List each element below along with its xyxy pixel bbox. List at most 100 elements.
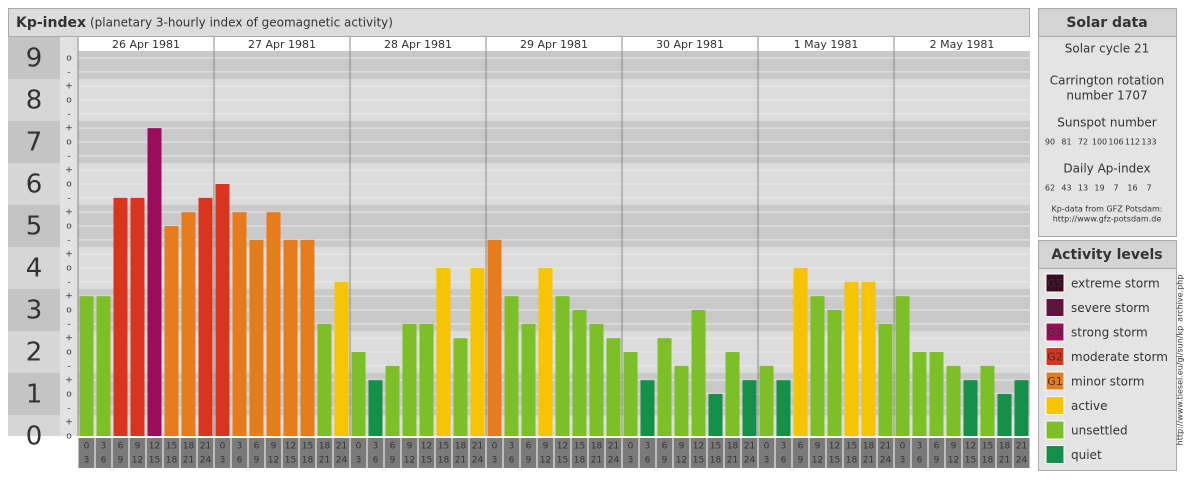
- y-tick-label: 0: [26, 422, 43, 452]
- x-tick-label: 0: [628, 442, 634, 452]
- x-tick-label: 24: [608, 456, 620, 466]
- x-tick-label: 9: [815, 442, 821, 452]
- x-tick-label: 18: [846, 456, 858, 466]
- bar: [691, 310, 706, 436]
- date-label: 29 Apr 1981: [520, 38, 588, 51]
- y-tick-label: 1: [26, 380, 43, 410]
- bar: [419, 323, 434, 436]
- bar: [963, 380, 978, 436]
- x-tick-label: 21: [1016, 442, 1027, 452]
- x-cell: [503, 438, 520, 468]
- x-cell: [214, 438, 231, 468]
- legend-label: active: [1071, 399, 1107, 413]
- y-label-cell: [8, 79, 60, 121]
- legend-badge: G5: [1047, 277, 1063, 290]
- ap-number: 7: [1146, 184, 1151, 193]
- bar: [606, 338, 621, 436]
- x-tick-label: 15: [438, 442, 449, 452]
- bar: [249, 239, 264, 436]
- x-tick-label: 18: [166, 456, 178, 466]
- watermark: http://www.tiesei.eu/gl/sun/kp_archive.p…: [1176, 275, 1184, 446]
- x-cell: [316, 438, 333, 468]
- minor-tick-label: +: [65, 82, 73, 92]
- x-tick-label: 3: [220, 456, 226, 466]
- bar: [844, 281, 859, 436]
- x-tick-label: 9: [951, 442, 957, 452]
- x-tick-label: 24: [472, 456, 484, 466]
- x-tick-label: 9: [934, 456, 940, 466]
- x-cell: [605, 438, 622, 468]
- x-tick-label: 6: [373, 456, 379, 466]
- solar-header: [1038, 8, 1177, 37]
- x-tick-label: 9: [390, 456, 396, 466]
- x-tick-label: 6: [254, 442, 260, 452]
- legend-label: unsettled: [1071, 424, 1128, 438]
- ap-number: 16: [1127, 184, 1137, 193]
- x-tick-label: 3: [628, 456, 634, 466]
- x-tick-label: 9: [118, 456, 124, 466]
- x-cell: [809, 438, 826, 468]
- x-tick-label: 12: [812, 456, 823, 466]
- minor-tick-label: -: [67, 319, 70, 329]
- bar: [555, 296, 570, 436]
- x-tick-label: 12: [285, 442, 296, 452]
- minor-tick-label: +: [65, 418, 73, 428]
- bar: [198, 197, 213, 436]
- sunspot-number: 81: [1061, 138, 1071, 147]
- x-tick-label: 21: [455, 456, 466, 466]
- x-tick-label: 15: [302, 442, 313, 452]
- x-tick-label: 9: [135, 442, 141, 452]
- x-tick-label: 18: [710, 456, 722, 466]
- date-cell: [894, 37, 1030, 51]
- x-cell: [911, 438, 928, 468]
- bar: [708, 394, 723, 436]
- legend-label: minor storm: [1071, 375, 1144, 389]
- x-cell: [112, 438, 129, 468]
- minor-tick-label: -: [67, 151, 70, 161]
- x-tick-label: 9: [254, 456, 260, 466]
- sunspot-number: 72: [1078, 138, 1088, 147]
- minor-tick-label: o: [66, 180, 72, 190]
- x-cell: [707, 438, 724, 468]
- bar: [283, 239, 298, 436]
- bar: [742, 380, 757, 436]
- legend-label: strong storm: [1071, 326, 1148, 340]
- x-tick-label: 18: [574, 456, 586, 466]
- x-cell: [979, 438, 996, 468]
- bar: [1014, 380, 1029, 436]
- y-tick-label: 7: [26, 128, 43, 158]
- x-cell: [180, 438, 197, 468]
- minor-column: [60, 37, 78, 436]
- y-label-cell: [8, 37, 60, 79]
- bar: [351, 352, 366, 436]
- x-tick-label: 3: [645, 442, 651, 452]
- x-cell: [928, 438, 945, 468]
- bar: [674, 365, 689, 436]
- x-cell: [231, 438, 248, 468]
- legend-swatch: [1045, 396, 1065, 415]
- minor-tick-label: -: [67, 193, 70, 203]
- x-tick-label: 21: [319, 456, 330, 466]
- x-cell: [367, 438, 384, 468]
- x-cell: [639, 438, 656, 468]
- x-tick-label: 24: [744, 456, 756, 466]
- y-tick-label: 8: [26, 86, 43, 116]
- source: Kp-data from GFZ Potsdam:: [1052, 205, 1163, 214]
- legend-swatch: [1045, 347, 1065, 366]
- x-cell: [724, 438, 741, 468]
- minor-tick-label: -: [67, 277, 70, 287]
- x-cell: [1013, 438, 1030, 468]
- x-cell: [401, 438, 418, 468]
- x-tick-label: 21: [336, 442, 347, 452]
- x-tick-label: 6: [509, 456, 515, 466]
- legend-swatch: [1045, 298, 1065, 317]
- date-cell: [78, 37, 214, 51]
- bar: [266, 212, 281, 436]
- x-cell: [333, 438, 350, 468]
- x-tick-label: 18: [183, 442, 195, 452]
- x-cell: [843, 438, 860, 468]
- bar: [759, 365, 774, 436]
- x-tick-label: 12: [557, 442, 568, 452]
- minor-tick-label: o: [66, 306, 72, 316]
- x-tick-label: 18: [302, 456, 314, 466]
